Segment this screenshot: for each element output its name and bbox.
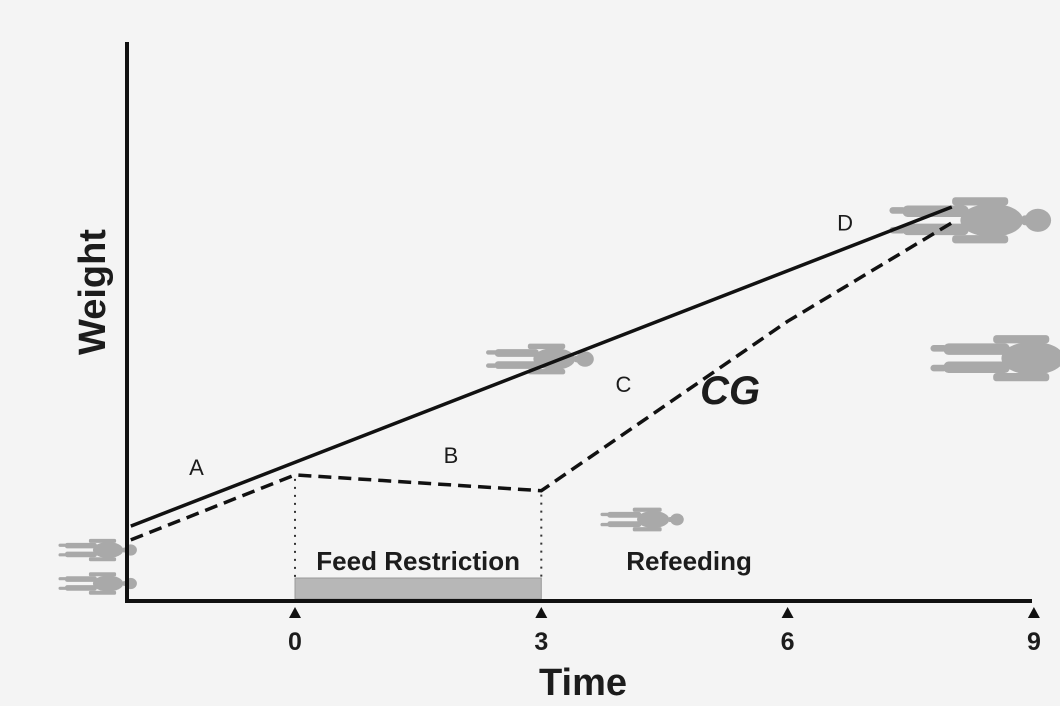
tick-marker-9 (1027, 607, 1040, 618)
segment-label-d: D (837, 211, 853, 236)
tick-marker-6 (781, 607, 794, 618)
segment-label-c: C (615, 372, 631, 397)
figures-layer (58, 197, 1060, 595)
mid-figure-cg (600, 507, 684, 532)
x-axis-title: Time (539, 662, 627, 704)
tick-label-0: 0 (288, 628, 302, 656)
end-figure-cg (930, 335, 1060, 382)
tick-label-3: 3 (534, 628, 548, 656)
y-axis-title: Weight (72, 229, 114, 355)
series-cg-line (130, 221, 953, 542)
tick-label-9: 9 (1027, 628, 1041, 656)
tick-label-6: 6 (781, 628, 795, 656)
segment-label-b: B (444, 443, 459, 468)
mid-figure-control (486, 343, 594, 375)
tick-marker-3 (535, 607, 548, 618)
period-label-0: Feed Restriction (316, 546, 520, 576)
tick-marker-0 (289, 607, 301, 618)
series-control-line (130, 205, 953, 528)
series-label-cg: CG (700, 369, 760, 413)
period-label-1: Refeeding (626, 546, 752, 576)
segment-label-a: A (189, 455, 204, 480)
feed-restriction-bar (294, 577, 542, 600)
